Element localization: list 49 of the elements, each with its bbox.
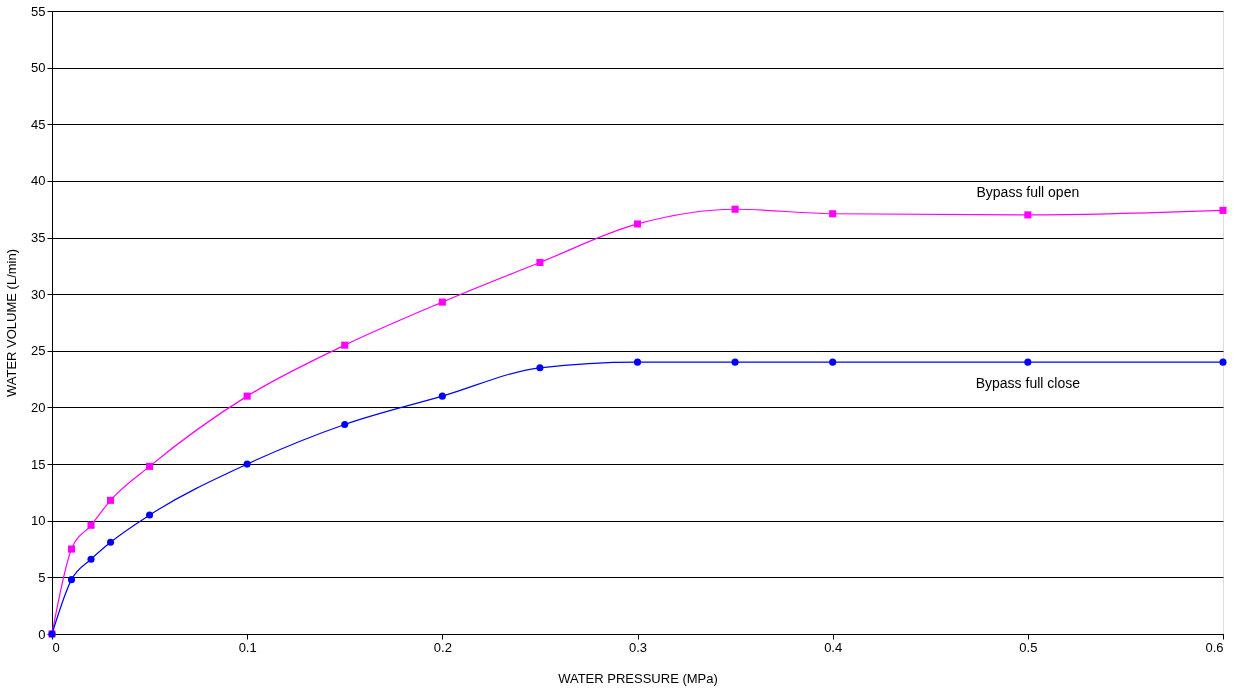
- y-tick-label: 40: [31, 173, 46, 189]
- point: [1024, 358, 1032, 366]
- y-tick-label: 15: [31, 456, 46, 472]
- point: [536, 364, 544, 372]
- y-tick-label: 10: [31, 513, 46, 529]
- point: [731, 358, 739, 366]
- y-tick-label: 35: [31, 230, 46, 246]
- y-tick-label: 55: [31, 3, 46, 19]
- x-tick-label: 0.4: [824, 639, 843, 655]
- point: [438, 298, 446, 306]
- point: [1219, 206, 1227, 214]
- point: [67, 576, 76, 584]
- point: [1219, 358, 1227, 366]
- x-tick-label: 0.6: [1205, 639, 1224, 655]
- y-tick-label: 50: [31, 60, 46, 76]
- x-tick-label: 0: [52, 639, 60, 655]
- y-tick-label: 20: [31, 399, 46, 415]
- y-tick-label: 0: [38, 626, 46, 642]
- point: [146, 462, 154, 470]
- point: [438, 392, 446, 400]
- y-tick-label: 25: [31, 343, 46, 359]
- point: [829, 210, 837, 218]
- point: [87, 521, 95, 529]
- series-label: Bypass full close: [975, 375, 1081, 392]
- y-tick-label: 30: [31, 286, 46, 302]
- point: [731, 205, 739, 213]
- point: [87, 555, 95, 563]
- point: [243, 460, 251, 468]
- point: [107, 496, 115, 504]
- point: [107, 538, 115, 546]
- x-axis-title: WATER PRESSURE (MPa): [558, 670, 718, 686]
- point: [1024, 211, 1032, 219]
- y-tick-label: 5: [38, 569, 46, 585]
- x-tick-label: 0.1: [238, 639, 257, 655]
- point: [633, 220, 642, 228]
- point: [67, 545, 76, 553]
- point: [341, 341, 349, 349]
- point: [633, 358, 642, 366]
- y-axis-title: WATER VOLUME (L/min): [4, 248, 20, 398]
- x-tick-label: 0.2: [433, 639, 452, 655]
- point: [341, 420, 349, 428]
- x-tick-label: 0.5: [1019, 639, 1038, 655]
- point: [146, 511, 154, 519]
- point: [243, 392, 251, 400]
- x-tick-label: 0.3: [628, 639, 648, 655]
- y-tick-label: 45: [31, 116, 46, 132]
- series-label: Bypass full open: [976, 183, 1080, 200]
- point: [829, 358, 837, 366]
- point: [536, 258, 544, 266]
